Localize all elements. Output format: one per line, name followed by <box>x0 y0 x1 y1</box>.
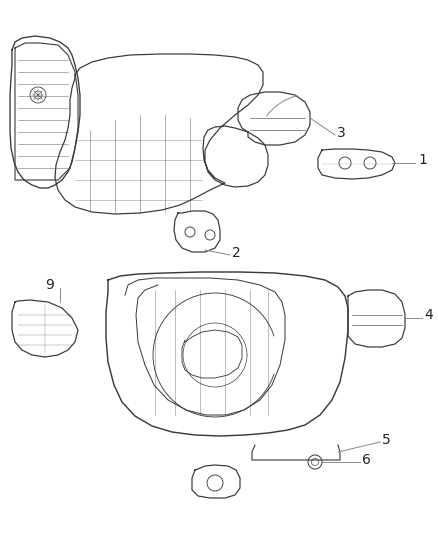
Text: 4: 4 <box>424 308 433 322</box>
Text: 1: 1 <box>418 153 427 167</box>
Text: 2: 2 <box>232 246 241 260</box>
Text: 6: 6 <box>362 453 371 467</box>
Text: 9: 9 <box>45 278 54 292</box>
Text: 3: 3 <box>337 126 346 140</box>
Text: 5: 5 <box>382 433 391 447</box>
